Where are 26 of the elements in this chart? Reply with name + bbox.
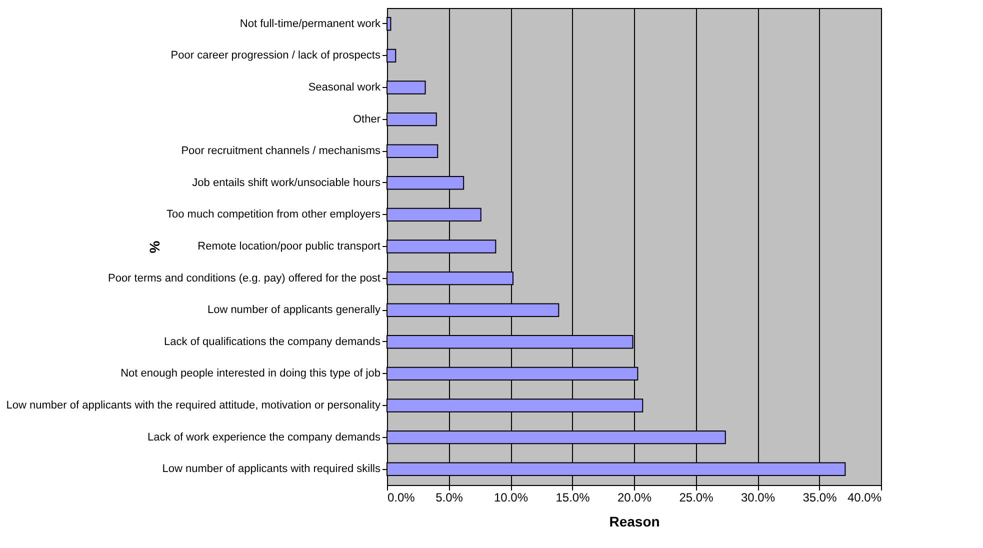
x-tick-label: 40.0% — [847, 490, 882, 504]
y-tick-label: Poor career progression / lack of prospects — [170, 50, 381, 62]
x-tick-label: 30.0% — [740, 490, 776, 504]
x-tick-label: 0.0% — [388, 490, 416, 504]
y-axis-title: % — [146, 240, 162, 254]
y-tick-label: Remote location/poor public transport — [198, 240, 380, 252]
x-tick-label: 5.0% — [436, 490, 464, 504]
x-tick-label: 25.0% — [679, 490, 714, 504]
y-tick-label: Low number of applicants with required skills — [162, 463, 381, 476]
x-tick-label: 10.0% — [494, 490, 528, 504]
y-tick-label: Seasonal work — [308, 82, 381, 94]
y-tick-label: Not enough people interested in doing this type of job — [120, 368, 380, 380]
y-tick-label: Job entails shift work/unsociable hours — [192, 176, 381, 189]
y-tick-label: Lack of work experience the company demands — [148, 431, 381, 444]
y-tick-label: Not full-time/permanent work — [240, 18, 381, 30]
x-tick-label: 35.0% — [802, 490, 838, 504]
y-tick-label: Poor terms and conditions (e.g. pay) offered for the post — [108, 272, 380, 284]
y-tick-label: Lack of qualifications the company demands — [164, 336, 381, 348]
x-axis-title: Reason — [609, 514, 660, 530]
x-tick-label: 15.0% — [556, 490, 590, 504]
y-tick-label: Too much competition from other employers — [166, 208, 381, 221]
x-tick-label: 20.0% — [617, 490, 652, 504]
y-tick-label: Poor recruitment channels / mechanisms — [181, 145, 381, 158]
y-tick-label: Low number of applicants with the required attitude, motivation or personality — [6, 400, 381, 412]
y-tick-label: Low number of applicants generally — [207, 304, 381, 316]
y-tick-label: Other — [352, 113, 381, 126]
